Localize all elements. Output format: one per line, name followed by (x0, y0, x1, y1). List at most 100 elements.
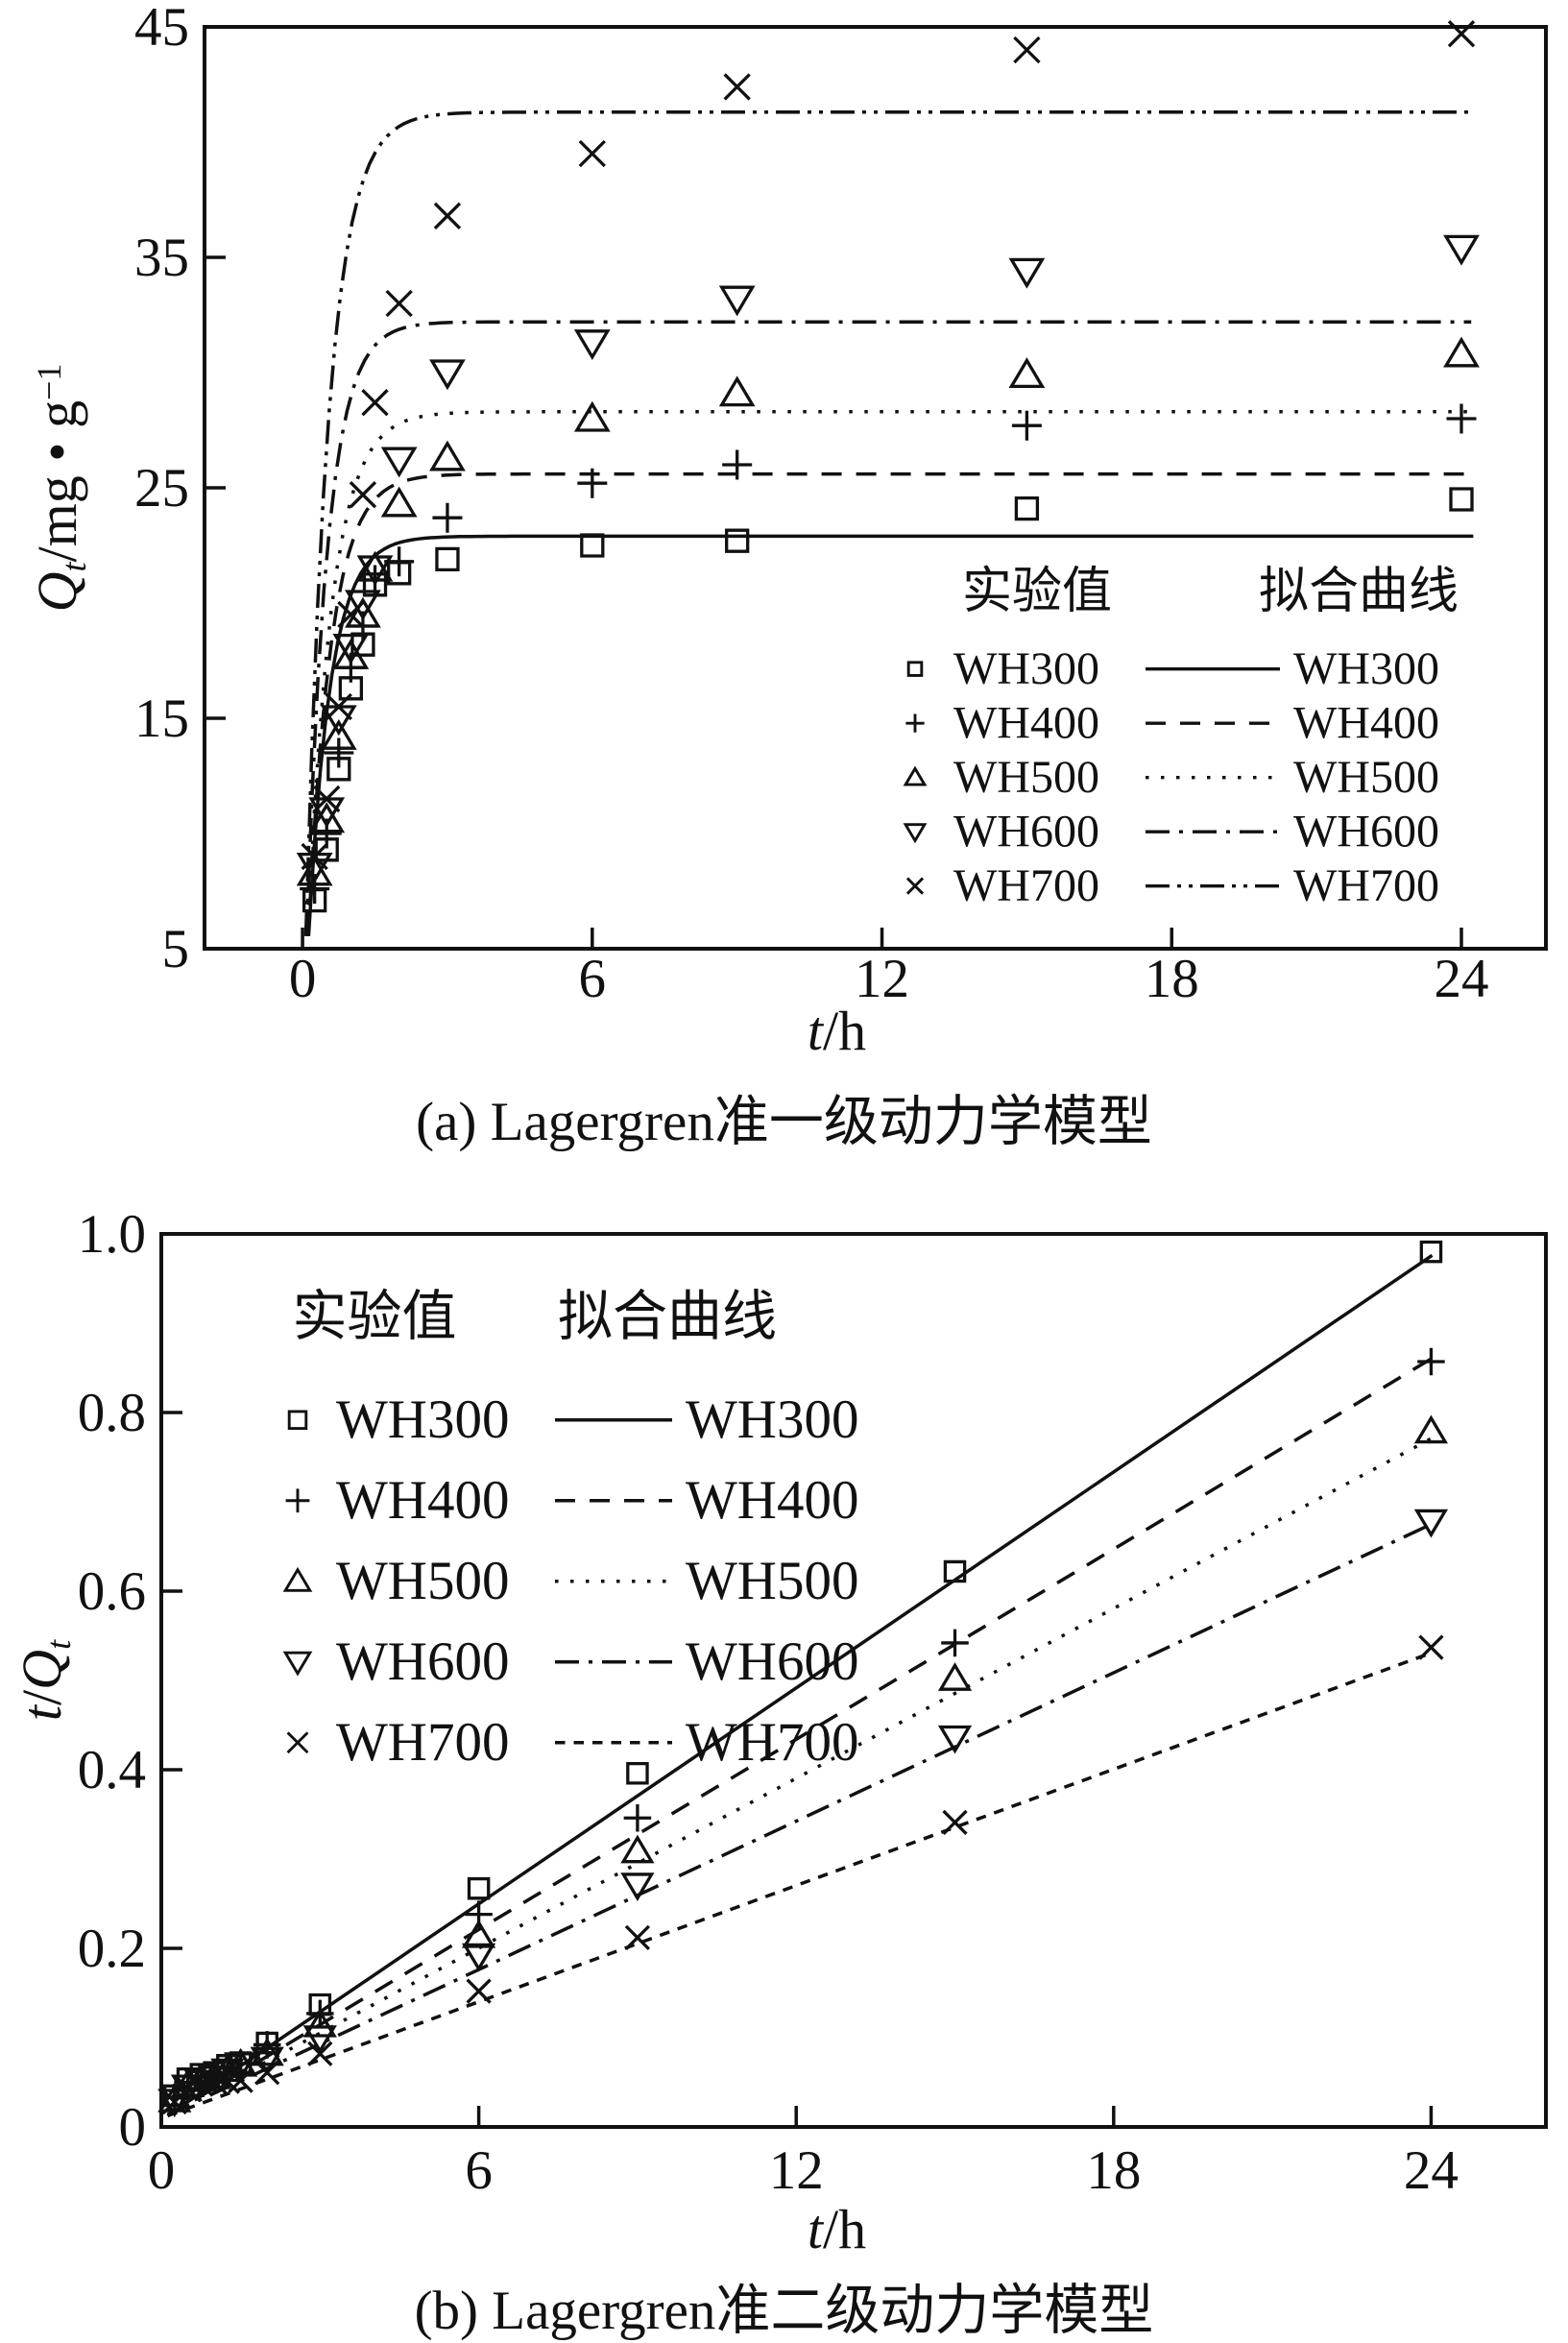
data-point-WH300 (338, 676, 364, 701)
data-point-WH500 (620, 1834, 655, 1864)
fit-curve-WH400-a (306, 471, 1473, 936)
data-point-WH600 (937, 1725, 973, 1754)
legend-fit-label-WH400: WH400 (686, 1470, 858, 1531)
legend-fit-label-WH300: WH300 (686, 1389, 858, 1450)
data-point-WH300 (1449, 487, 1474, 512)
y-tick-label-b: 0.8 (78, 1383, 146, 1443)
data-point-WH700 (361, 389, 389, 417)
legend-fit-header-b: 拟合曲线 (558, 1287, 777, 1347)
data-point-WH400 (1011, 410, 1042, 441)
data-point-WH600 (296, 852, 333, 883)
data-point-WH700 (942, 1809, 968, 1835)
data-point-WH400 (577, 468, 608, 498)
legend-exp-label-WH700: WH700 (953, 860, 1099, 911)
y-label-subscript-a: t (55, 562, 94, 572)
x-tick-label-b: 18 (1086, 2140, 1141, 2201)
y-tick-label-a: 5 (162, 919, 190, 979)
y-label-subscript-b: t (39, 1639, 79, 1650)
y-tick-label-a: 35 (134, 228, 189, 288)
data-point-WH700 (1418, 1634, 1444, 1660)
data-point-WH700 (325, 692, 352, 721)
data-point-WH300 (326, 757, 351, 782)
legend-marker-WH400 (285, 1488, 310, 1513)
data-point-WH300 (467, 1876, 491, 1900)
fit-curve-WH500-b (166, 1437, 1434, 2116)
legend-marker-WH300 (906, 661, 924, 677)
y-tick-label-a: 45 (134, 0, 189, 58)
data-point-WH500 (429, 440, 466, 471)
data-point-WH500 (332, 638, 370, 669)
data-point-WH500 (157, 2084, 192, 2113)
data-point-WH600 (250, 2046, 284, 2076)
data-point-WH500 (573, 400, 611, 432)
data-point-WH600 (1443, 234, 1480, 266)
fit-curve-WH400-b (166, 1356, 1434, 2118)
data-point-WH500 (302, 2008, 337, 2038)
data-point-WH400 (1417, 1347, 1445, 1376)
data-point-WH600 (302, 2025, 337, 2055)
data-point-WH600 (210, 2058, 245, 2088)
data-point-WH700 (578, 139, 606, 168)
legend-fit-label-WH400: WH400 (1293, 698, 1439, 749)
data-point-WH700 (228, 2067, 253, 2093)
data-point-WH300 (435, 546, 460, 572)
legend-exp-label-WH500: WH500 (953, 752, 1099, 803)
legend-marker-WH500 (903, 765, 928, 786)
x-axis-label-a: t/h (106, 999, 1568, 1063)
data-point-WH600 (356, 555, 394, 587)
data-point-WH400 (722, 449, 753, 480)
data-point-WH700 (433, 202, 462, 229)
fit-curve-WH300-a (306, 534, 1474, 936)
caption-chart-a: (a) Lagergren准一级动力学模型 (416, 1092, 1152, 1152)
y-label-unit-b: / (10, 1689, 73, 1705)
legend-fit-label-WH600: WH600 (686, 1631, 858, 1692)
x-label-symbol-b: t (807, 2198, 823, 2260)
data-point-WH300 (943, 1559, 967, 1583)
legend-marker-WH700 (905, 877, 925, 895)
data-point-WH600 (1008, 257, 1046, 289)
y-tick-label-b: 0.6 (78, 1561, 146, 1622)
fit-curve-WH300-b (166, 1253, 1434, 2117)
legend-exp-label-WH300: WH300 (953, 643, 1099, 694)
data-point-WH700 (1447, 20, 1476, 48)
y-tick-label-b: 0.4 (78, 1740, 146, 1800)
legend-marker-WH600 (282, 1651, 313, 1677)
data-point-WH700 (175, 2075, 201, 2102)
legend-exp-label-WH400: WH400 (953, 698, 1099, 749)
legend-marker-WH700 (286, 1731, 309, 1754)
data-point-WH700 (1013, 36, 1041, 64)
legend-fit-label-WH700: WH700 (686, 1712, 858, 1773)
data-point-WH500 (380, 486, 418, 518)
data-point-WH700 (723, 73, 751, 101)
data-point-WH500 (718, 375, 756, 407)
data-point-WH600 (429, 359, 466, 391)
data-point-WH700 (313, 785, 341, 813)
data-point-WH600 (1413, 1509, 1449, 1538)
series-WH700-points-b (161, 1634, 1444, 2115)
data-point-WH500 (250, 2037, 284, 2066)
y-tick-label-b: 0 (119, 2097, 147, 2158)
data-point-WH700 (307, 2041, 333, 2066)
data-point-WH600 (620, 1872, 655, 1902)
y-tick-label-b: 1.0 (78, 1204, 146, 1265)
y-tick-label-a: 15 (134, 688, 189, 749)
data-point-WH400 (253, 2031, 281, 2059)
x-tick-label-b: 24 (1404, 2140, 1459, 2201)
data-point-WH400 (623, 1803, 652, 1832)
legend-exp-header-b: 实验值 (293, 1287, 457, 1347)
legend-fit-label-WH500: WH500 (1293, 752, 1439, 803)
legend-exp-header-a: 实验值 (962, 565, 1112, 619)
fit-curve-WH600-b (166, 1522, 1434, 2117)
data-point-WH700 (385, 289, 413, 318)
legend-exp-label-WH400: WH400 (336, 1470, 509, 1531)
y-label-symbol-a: Q (25, 571, 88, 613)
data-point-WH600 (718, 285, 756, 317)
x-tick-label-b: 6 (465, 2140, 493, 2201)
x-tick-label-a: 18 (1145, 949, 1199, 1009)
data-point-WH400 (941, 1629, 969, 1657)
data-point-WH600 (573, 329, 611, 361)
x-label-symbol-a: t (807, 1000, 823, 1062)
data-point-WH500 (320, 718, 357, 750)
